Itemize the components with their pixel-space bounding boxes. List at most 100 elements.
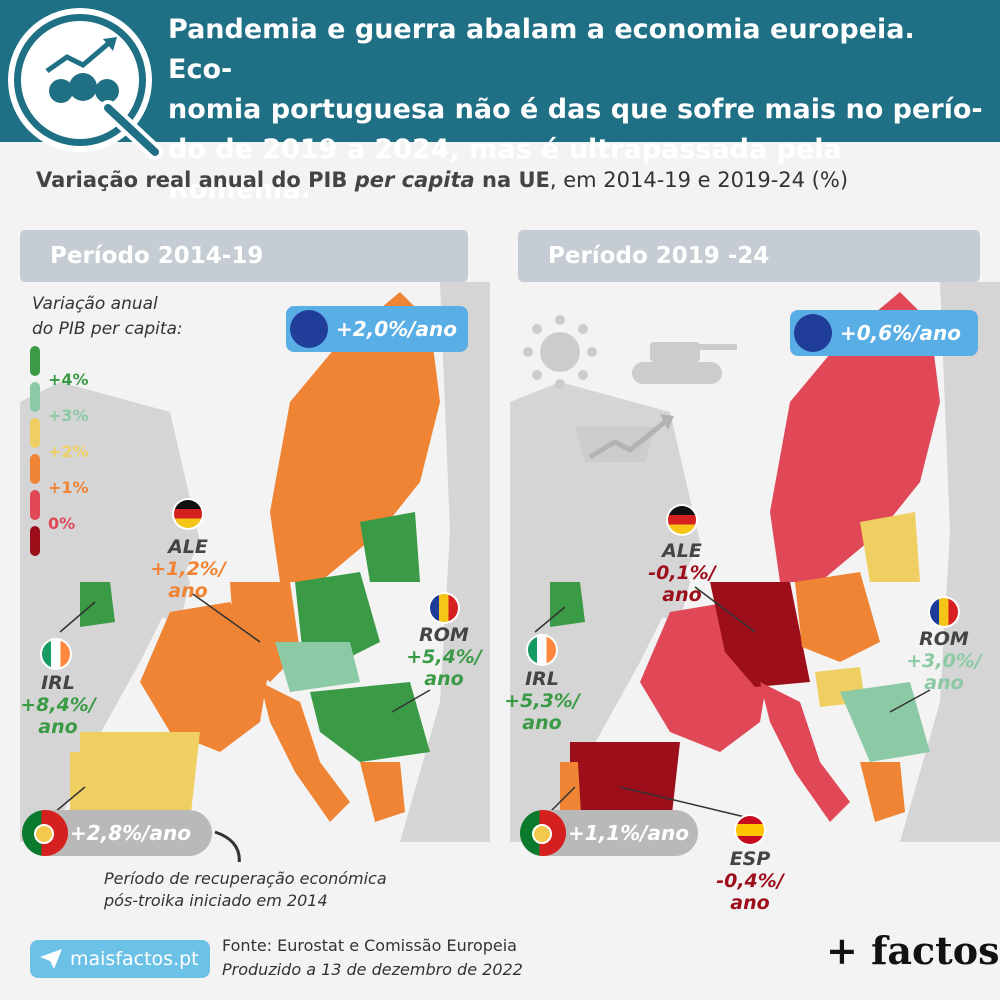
country-code: ESP <box>729 848 771 870</box>
country-code: IRL <box>41 672 75 694</box>
website-link[interactable]: maisfactos.pt <box>70 948 199 970</box>
brand-logo: + factos <box>826 928 1000 973</box>
note-line: Período de recuperação económica <box>104 869 387 888</box>
legend-swatch <box>30 418 40 448</box>
eu-flag-icon <box>290 310 328 348</box>
legend-label: +2% <box>48 442 89 461</box>
germany-label-2019-24: ALE -0,1%/ ano <box>640 540 724 606</box>
ireland-leader <box>59 601 96 633</box>
region-balkan <box>840 682 930 762</box>
romania-value-line: ano <box>424 668 464 690</box>
region-north <box>770 292 940 582</box>
spain-value-line: ano <box>730 892 770 914</box>
germany-label-2014-19: ALE +1,2%/ ano <box>146 536 230 602</box>
romania-value-line: +5,4%/ <box>406 646 482 668</box>
panel-title-2014-19: Período 2014-19 <box>20 230 468 282</box>
ireland-value-line: +5,3%/ <box>504 690 580 712</box>
spain-leader <box>619 786 746 818</box>
source-info: Fonte: Eurostat e Comissão Europeia Prod… <box>222 934 523 982</box>
germany-leader <box>189 591 261 643</box>
eu-average-value: +0,6%/ano <box>840 321 962 345</box>
legend-title-line: do PIB per capita: <box>32 319 183 339</box>
germany-value-line: ano <box>662 584 702 606</box>
region-germany <box>710 582 810 687</box>
region-italy <box>260 682 350 822</box>
tank-icon <box>632 342 737 384</box>
portugal-flag-icon <box>520 810 566 856</box>
region-poland <box>795 572 880 662</box>
romania-flag-icon <box>430 594 458 622</box>
region-greece <box>860 762 905 822</box>
region-portugal <box>70 752 95 822</box>
romania-value-line: +3,0%/ <box>906 650 982 672</box>
legend-item: +3% <box>30 382 110 425</box>
romania-value-line: ano <box>924 672 964 694</box>
subtitle-italic: per capita <box>354 168 475 192</box>
romania-label-2014-19: ROM +5,4%/ ano <box>402 624 486 690</box>
spain-label-2019-24: ESP -0,4%/ ano <box>708 848 792 914</box>
magnifier-handle-icon <box>100 100 163 160</box>
portugal-value: +1,1%/ano <box>568 821 690 845</box>
paper-plane-icon <box>40 949 62 969</box>
headline-line: do de 2019 a 2024, mas é ultrapassada pe… <box>168 134 842 205</box>
country-code: ALE <box>662 540 702 562</box>
map-background-east <box>400 282 490 842</box>
legend-swatch <box>30 382 40 412</box>
region-greece <box>360 762 405 822</box>
region-ireland <box>80 582 115 627</box>
country-code: ROM <box>919 628 969 650</box>
virus-icon <box>523 315 597 389</box>
region-baltic <box>360 512 420 582</box>
spain-value-line: -0,4%/ <box>716 870 784 892</box>
magnifier-coins-icon <box>14 14 146 146</box>
romania-leader <box>889 689 931 713</box>
portugal-value: +2,8%/ano <box>70 821 192 845</box>
eu-average-value: +2,0%/ano <box>336 317 458 341</box>
country-code: ROM <box>419 624 469 646</box>
header-banner: Pandemia e guerra abalam a economia euro… <box>0 0 1000 205</box>
headline: Pandemia e guerra abalam a economia euro… <box>168 10 988 210</box>
region-ireland <box>550 582 585 627</box>
headline-line: Pandemia e guerra abalam a economia euro… <box>168 14 915 85</box>
basket-icon <box>575 414 674 462</box>
region-balkan <box>310 682 430 762</box>
legend-swatch <box>30 490 40 520</box>
map-uk <box>120 522 190 622</box>
subtitle-bold-b: na UE <box>474 168 550 192</box>
portugal-pill-2019-24: +1,1%/ano <box>520 810 698 856</box>
country-code: ALE <box>168 536 208 558</box>
legend-item <box>30 526 110 562</box>
website-badge[interactable]: maisfactos.pt <box>30 940 210 978</box>
region-central <box>275 642 360 692</box>
map-uk <box>620 522 690 622</box>
map-2019-24 <box>510 282 1000 852</box>
germany-value-line: ano <box>168 580 208 602</box>
ireland-flag-icon <box>42 640 70 668</box>
germany-flag-icon <box>174 500 202 528</box>
recovery-note: Período de recuperação económica pós-tro… <box>104 868 387 912</box>
romania-label-2019-24: ROM +3,0%/ ano <box>902 628 986 694</box>
romania-flag-icon <box>930 598 958 626</box>
germany-leader <box>694 586 756 633</box>
source-line: Fonte: Eurostat e Comissão Europeia <box>222 936 517 955</box>
legend-label: +1% <box>48 478 89 497</box>
note-arrow <box>214 830 241 862</box>
panel-title-2019-24: Período 2019 -24 <box>518 230 980 282</box>
spain-flag-icon <box>736 816 764 844</box>
region-poland <box>295 572 380 662</box>
portugal-pill-2014-19: +2,8%/ano <box>22 810 212 856</box>
legend-item: +4% <box>30 346 110 389</box>
note-line: pós-troika iniciado em 2014 <box>104 891 328 910</box>
eu-average-pill-2019-24: +0,6%/ano <box>790 310 978 356</box>
map-background-land <box>510 382 700 842</box>
legend-title: Variação anual do PIB per capita: <box>32 292 183 342</box>
legend-swatch <box>30 454 40 484</box>
ireland-label-2014-19: IRL +8,4%/ ano <box>16 672 100 738</box>
subtitle-bold-a: Variação real anual do PIB <box>36 168 355 192</box>
legend-title-line: Variação anual <box>32 294 158 314</box>
ireland-value-line: ano <box>522 712 562 734</box>
legend-label: +4% <box>48 370 89 389</box>
germany-value-line: +1,2%/ <box>150 558 226 580</box>
eu-flag-icon <box>794 314 832 352</box>
subtitle: Variação real anual do PIB per capita na… <box>36 168 976 192</box>
